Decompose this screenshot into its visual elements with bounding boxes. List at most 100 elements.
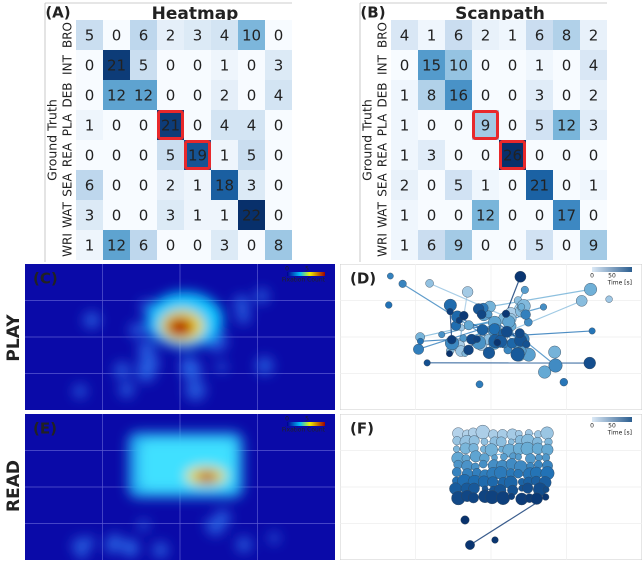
cell-label: 0 — [535, 207, 545, 225]
cell-label: 0 — [427, 207, 437, 225]
heat-blob — [196, 472, 218, 482]
heat-blob — [113, 362, 131, 379]
cell — [211, 20, 238, 50]
cell-label: 4 — [247, 117, 257, 135]
cell — [445, 170, 472, 200]
colorbar — [287, 422, 325, 426]
cell-label: 0 — [274, 147, 284, 165]
cell — [76, 170, 103, 200]
cell — [499, 110, 526, 140]
fixation — [501, 326, 513, 338]
cell-label: 0 — [481, 87, 491, 105]
cell — [418, 230, 445, 260]
cell-label: 6 — [427, 237, 437, 255]
heat-blob — [83, 311, 101, 329]
cell-label: 17 — [557, 207, 576, 225]
cell-label: 0 — [481, 147, 491, 165]
cell — [580, 80, 607, 110]
cell-label: 0 — [139, 207, 149, 225]
cell — [265, 140, 292, 170]
colorbar-tick-label: 5 — [305, 416, 309, 423]
cell — [472, 170, 499, 200]
cell-label: 2 — [166, 177, 176, 195]
cell — [211, 170, 238, 200]
cell-label: 0 — [454, 207, 464, 225]
cell — [553, 230, 580, 260]
cell-label: 19 — [188, 147, 207, 165]
cell — [418, 110, 445, 140]
cell — [499, 50, 526, 80]
fixation — [522, 482, 534, 494]
cell — [184, 80, 211, 110]
fixation — [535, 453, 543, 462]
fixation — [508, 493, 515, 500]
cell-label: 1 — [85, 237, 95, 255]
cell — [157, 230, 184, 260]
heat-blob — [236, 536, 252, 553]
y-axis-label: Ground Truth — [360, 99, 375, 181]
cell — [418, 200, 445, 230]
highlight-box — [499, 140, 526, 170]
fixation — [468, 492, 479, 504]
fixation — [588, 327, 596, 335]
cell-label: 3 — [274, 57, 284, 75]
cell — [526, 50, 553, 80]
y-tick-label: REA — [376, 142, 390, 167]
colorbar-tick-label: 0 — [590, 273, 594, 280]
cell — [526, 110, 553, 140]
cell-label: 1 — [400, 87, 410, 105]
cell-label: 8 — [427, 87, 437, 105]
fixation — [575, 295, 588, 307]
cell — [103, 20, 130, 50]
cell-label: 4 — [220, 117, 230, 135]
cell-label: 0 — [139, 177, 149, 195]
cell-label: 4 — [400, 27, 410, 45]
cell-label: 0 — [274, 177, 284, 195]
cell-label: 5 — [139, 57, 149, 75]
cell-label: 3 — [85, 207, 95, 225]
cell — [499, 20, 526, 50]
fixation — [584, 282, 597, 296]
fixation — [476, 309, 487, 320]
cell — [238, 50, 265, 80]
y-tick-label: INT — [61, 54, 75, 75]
y-tick-label: SEA — [376, 173, 390, 197]
cell-label: 0 — [427, 117, 437, 135]
cell-label: 0 — [85, 87, 95, 105]
cell — [238, 230, 265, 260]
cell-label: 3 — [247, 177, 257, 195]
cell — [472, 110, 499, 140]
cell — [211, 110, 238, 140]
cell-label: 1 — [400, 117, 410, 135]
cell-label: 15 — [422, 57, 441, 75]
y-tick-label: WAT — [61, 201, 75, 227]
cell-label: 5 — [85, 27, 95, 45]
cell-label: 1 — [589, 177, 599, 195]
cell-label: 9 — [454, 237, 464, 255]
heat-blobs — [71, 432, 280, 560]
cell-label: 0 — [589, 207, 599, 225]
fixation — [473, 335, 481, 343]
cell-label: 0 — [427, 177, 437, 195]
fixation — [540, 426, 554, 440]
panel-letter: (C) — [33, 270, 58, 288]
cell — [445, 200, 472, 230]
heat-blob — [129, 322, 145, 338]
cell — [499, 230, 526, 260]
cell-label: 6 — [454, 27, 464, 45]
cell — [130, 230, 157, 260]
cell-label: 0 — [247, 57, 257, 75]
cell-label: 0 — [481, 57, 491, 75]
fixation — [479, 459, 488, 469]
fixation — [530, 492, 543, 505]
fixation — [385, 301, 393, 309]
panel-letter: (A) — [45, 4, 70, 22]
cell — [445, 110, 472, 140]
fixation — [510, 347, 525, 362]
cell — [157, 50, 184, 80]
cell — [265, 200, 292, 230]
panel-letter: (F) — [350, 420, 374, 438]
saccade — [449, 311, 453, 340]
cell-label: 0 — [400, 57, 410, 75]
cell-label: 1 — [220, 207, 230, 225]
